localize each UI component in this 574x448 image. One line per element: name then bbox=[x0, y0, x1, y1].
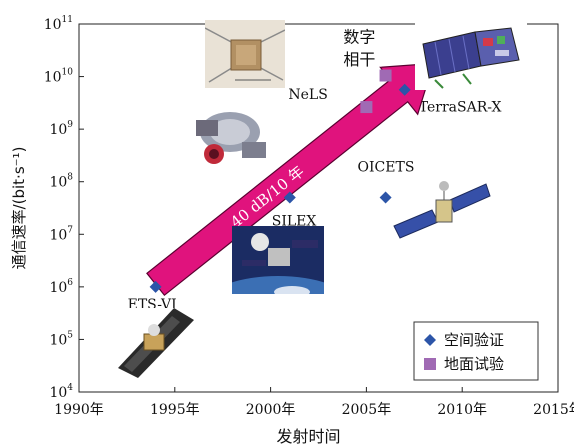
silex-satellite-photo bbox=[232, 226, 324, 294]
y-tick-label: 106 bbox=[49, 278, 73, 296]
x-tick-label: 2010年 bbox=[437, 402, 487, 418]
y-tick-label: 107 bbox=[49, 225, 73, 243]
plot-frame bbox=[78, 23, 559, 393]
y-tick-label: 1011 bbox=[44, 15, 73, 33]
annotation-label: 相干 bbox=[343, 50, 375, 69]
point-label: OICETS bbox=[358, 159, 415, 175]
x-tick-label: 1990年 bbox=[54, 402, 104, 418]
nels-terminal-photo bbox=[190, 102, 272, 170]
x-tick-label: 2000年 bbox=[246, 402, 296, 418]
x-axis-title: 发射时间 bbox=[276, 427, 340, 446]
legend-marker-square bbox=[424, 358, 436, 370]
y-tick-label: 104 bbox=[49, 383, 73, 401]
legend-entry-label: 空间验证 bbox=[444, 331, 504, 349]
point-diamond bbox=[398, 83, 411, 96]
point-diamond bbox=[379, 191, 392, 204]
point-square bbox=[379, 69, 392, 82]
legend-entry-label: 地面试验 bbox=[444, 355, 504, 373]
point-diamond bbox=[283, 191, 296, 204]
y-tick-label: 109 bbox=[49, 120, 73, 138]
trend-arrow bbox=[146, 62, 435, 297]
ets-vi-satellite-photo bbox=[118, 308, 194, 378]
point-label: SILEX bbox=[272, 213, 317, 229]
point-square bbox=[360, 101, 373, 114]
y-tick-label: 105 bbox=[49, 330, 73, 348]
x-tick-label: 1995年 bbox=[150, 402, 200, 418]
point-label: TerraSAR-X bbox=[419, 100, 502, 116]
legend-box bbox=[413, 321, 539, 381]
terrasar-x-satellite-image bbox=[415, 18, 527, 90]
x-tick-label: 2005年 bbox=[342, 402, 392, 418]
annotation-label: 数字 bbox=[343, 27, 375, 46]
y-tick-label: 108 bbox=[49, 173, 73, 191]
point-diamond bbox=[149, 280, 162, 293]
legend-marker-diamond bbox=[424, 334, 436, 346]
y-axis-title: 通信速率/(bit·s⁻¹) bbox=[10, 147, 28, 270]
y-tick-label: 1010 bbox=[44, 68, 74, 86]
x-tick-label: 2015年 bbox=[533, 402, 574, 418]
point-label: NeLS bbox=[288, 87, 327, 103]
nels-device-photo bbox=[205, 20, 285, 88]
oicets-satellite-image bbox=[392, 176, 492, 242]
